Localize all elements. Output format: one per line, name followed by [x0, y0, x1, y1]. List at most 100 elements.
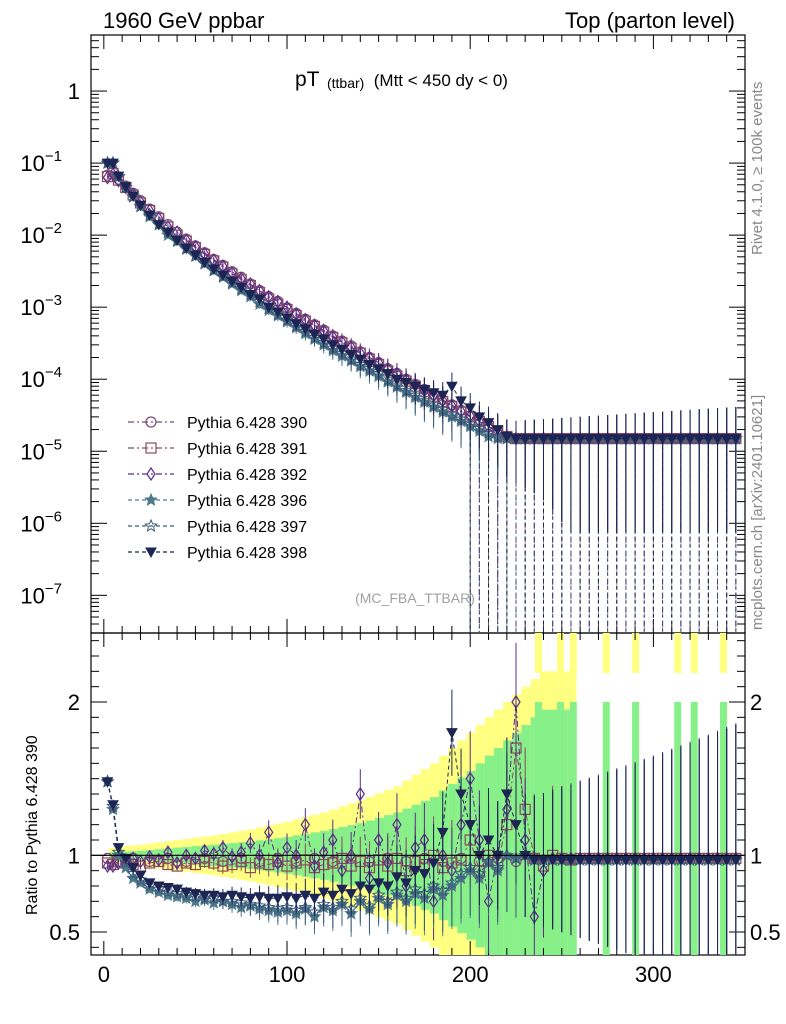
ratio-point	[336, 884, 348, 896]
ratio-point	[226, 890, 238, 902]
ratio-point	[400, 878, 412, 889]
analysis-watermark: (MC_FBA_TTBAR)	[355, 590, 475, 606]
ratio-point	[180, 887, 193, 899]
ratio-point	[236, 845, 246, 860]
main-point	[152, 220, 165, 231]
legend-label: Pythia 6.428 390	[187, 415, 307, 432]
ratio-column-green	[534, 702, 542, 955]
ratio-point	[482, 835, 495, 847]
y-tick-label: 10−3	[20, 292, 62, 320]
header-process-label: Top (parton level)	[565, 8, 735, 33]
ratio-point	[160, 884, 175, 899]
ratio-series-group	[100, 642, 743, 955]
main-point	[189, 250, 202, 262]
main-point	[510, 434, 522, 445]
main-point	[290, 319, 303, 330]
main-point	[446, 381, 458, 393]
y-tick-label: 10−5	[20, 436, 62, 464]
ratio-point	[455, 789, 467, 801]
ratio-band-green-bin	[512, 732, 522, 955]
y-tick-label: 1	[68, 79, 80, 104]
main-point	[565, 434, 577, 445]
ratio-point	[217, 860, 229, 872]
main-point	[391, 374, 403, 386]
legend-label: Pythia 6.428 392	[187, 467, 307, 484]
ratio-point	[546, 855, 559, 866]
ratio-point	[345, 889, 357, 900]
main-point	[436, 390, 449, 402]
main-point	[112, 171, 125, 183]
ratio-point	[729, 855, 742, 866]
main-series-line	[107, 162, 736, 440]
ratio-point	[263, 858, 275, 871]
ratio-y-tick-label-left: 2	[68, 690, 80, 715]
ratio-point	[225, 893, 240, 908]
ratio-point	[464, 820, 477, 831]
ratio-point	[373, 832, 384, 848]
y-tick-label: 10−4	[20, 364, 62, 392]
ratio-y-tick-label-left: 1	[68, 843, 80, 868]
y-tick-label: 10−6	[20, 508, 62, 536]
ratio-point	[675, 855, 687, 866]
main-plot-title-sub: (ttbar)	[327, 75, 364, 91]
main-point	[326, 340, 339, 351]
main-point	[299, 324, 312, 335]
main-point	[107, 158, 119, 170]
main-point	[372, 364, 385, 375]
ratio-point	[217, 892, 229, 903]
ratio-point	[391, 872, 403, 883]
ratio-column-yellow	[534, 633, 542, 673]
ratio-point	[189, 889, 202, 900]
ratio-point	[163, 845, 173, 860]
ratio-column-yellow	[690, 633, 698, 673]
ratio-axis-ticks: 0 100 200 300 0.5 0.5 1 1 2 2	[49, 633, 781, 987]
main-point	[235, 282, 248, 294]
ratio-point	[537, 855, 550, 866]
ratio-point	[112, 843, 125, 854]
ratio-point	[528, 855, 541, 866]
main-panel-frame	[90, 34, 746, 634]
legend-label: Pythia 6.428 397	[187, 519, 307, 536]
main-point	[363, 360, 376, 371]
main-point	[207, 264, 220, 275]
ratio-point	[720, 855, 733, 866]
ratio-column-yellow	[602, 633, 610, 673]
ratio-point	[346, 848, 356, 863]
legend-entry: Pythia 6.428 390	[128, 415, 307, 432]
ratio-point	[629, 855, 641, 866]
ratio-point	[583, 855, 596, 866]
ratio-point	[328, 832, 338, 848]
ratio-point	[702, 855, 715, 866]
ratio-point	[555, 855, 568, 866]
main-point	[180, 243, 193, 255]
ratio-point	[273, 855, 283, 871]
ratio-point	[199, 843, 210, 858]
ratio-point	[207, 890, 220, 902]
ratio-point	[253, 892, 266, 903]
ratio-point	[209, 846, 219, 861]
ratio-column-yellow	[632, 633, 640, 673]
ratio-column-green	[569, 702, 577, 955]
main-point	[455, 396, 467, 407]
main-point	[574, 434, 586, 445]
ratio-point	[656, 855, 669, 866]
y-tick-label: 10−7	[20, 580, 62, 608]
ratio-point	[309, 858, 320, 874]
main-point	[198, 257, 211, 269]
main-point	[162, 227, 174, 239]
main-point	[281, 313, 293, 324]
main-point	[317, 334, 330, 346]
ratio-point	[290, 893, 303, 905]
ratio-point	[107, 800, 119, 811]
ratio-point	[133, 872, 148, 886]
x-tick-label: 300	[635, 962, 672, 987]
main-point	[702, 434, 715, 445]
main-point	[381, 369, 394, 380]
ratio-point	[711, 855, 724, 866]
main-point	[610, 434, 623, 445]
ratio-band-green-bin	[503, 740, 513, 955]
ratio-point	[299, 890, 312, 902]
legend-entry: Pythia 6.428 391	[128, 441, 307, 458]
main-axis-ticks: 1 10−1 10−2 10−3 10−4 10−5 10−6 10−7	[20, 34, 745, 634]
ratio-band-green-bin	[548, 709, 559, 955]
